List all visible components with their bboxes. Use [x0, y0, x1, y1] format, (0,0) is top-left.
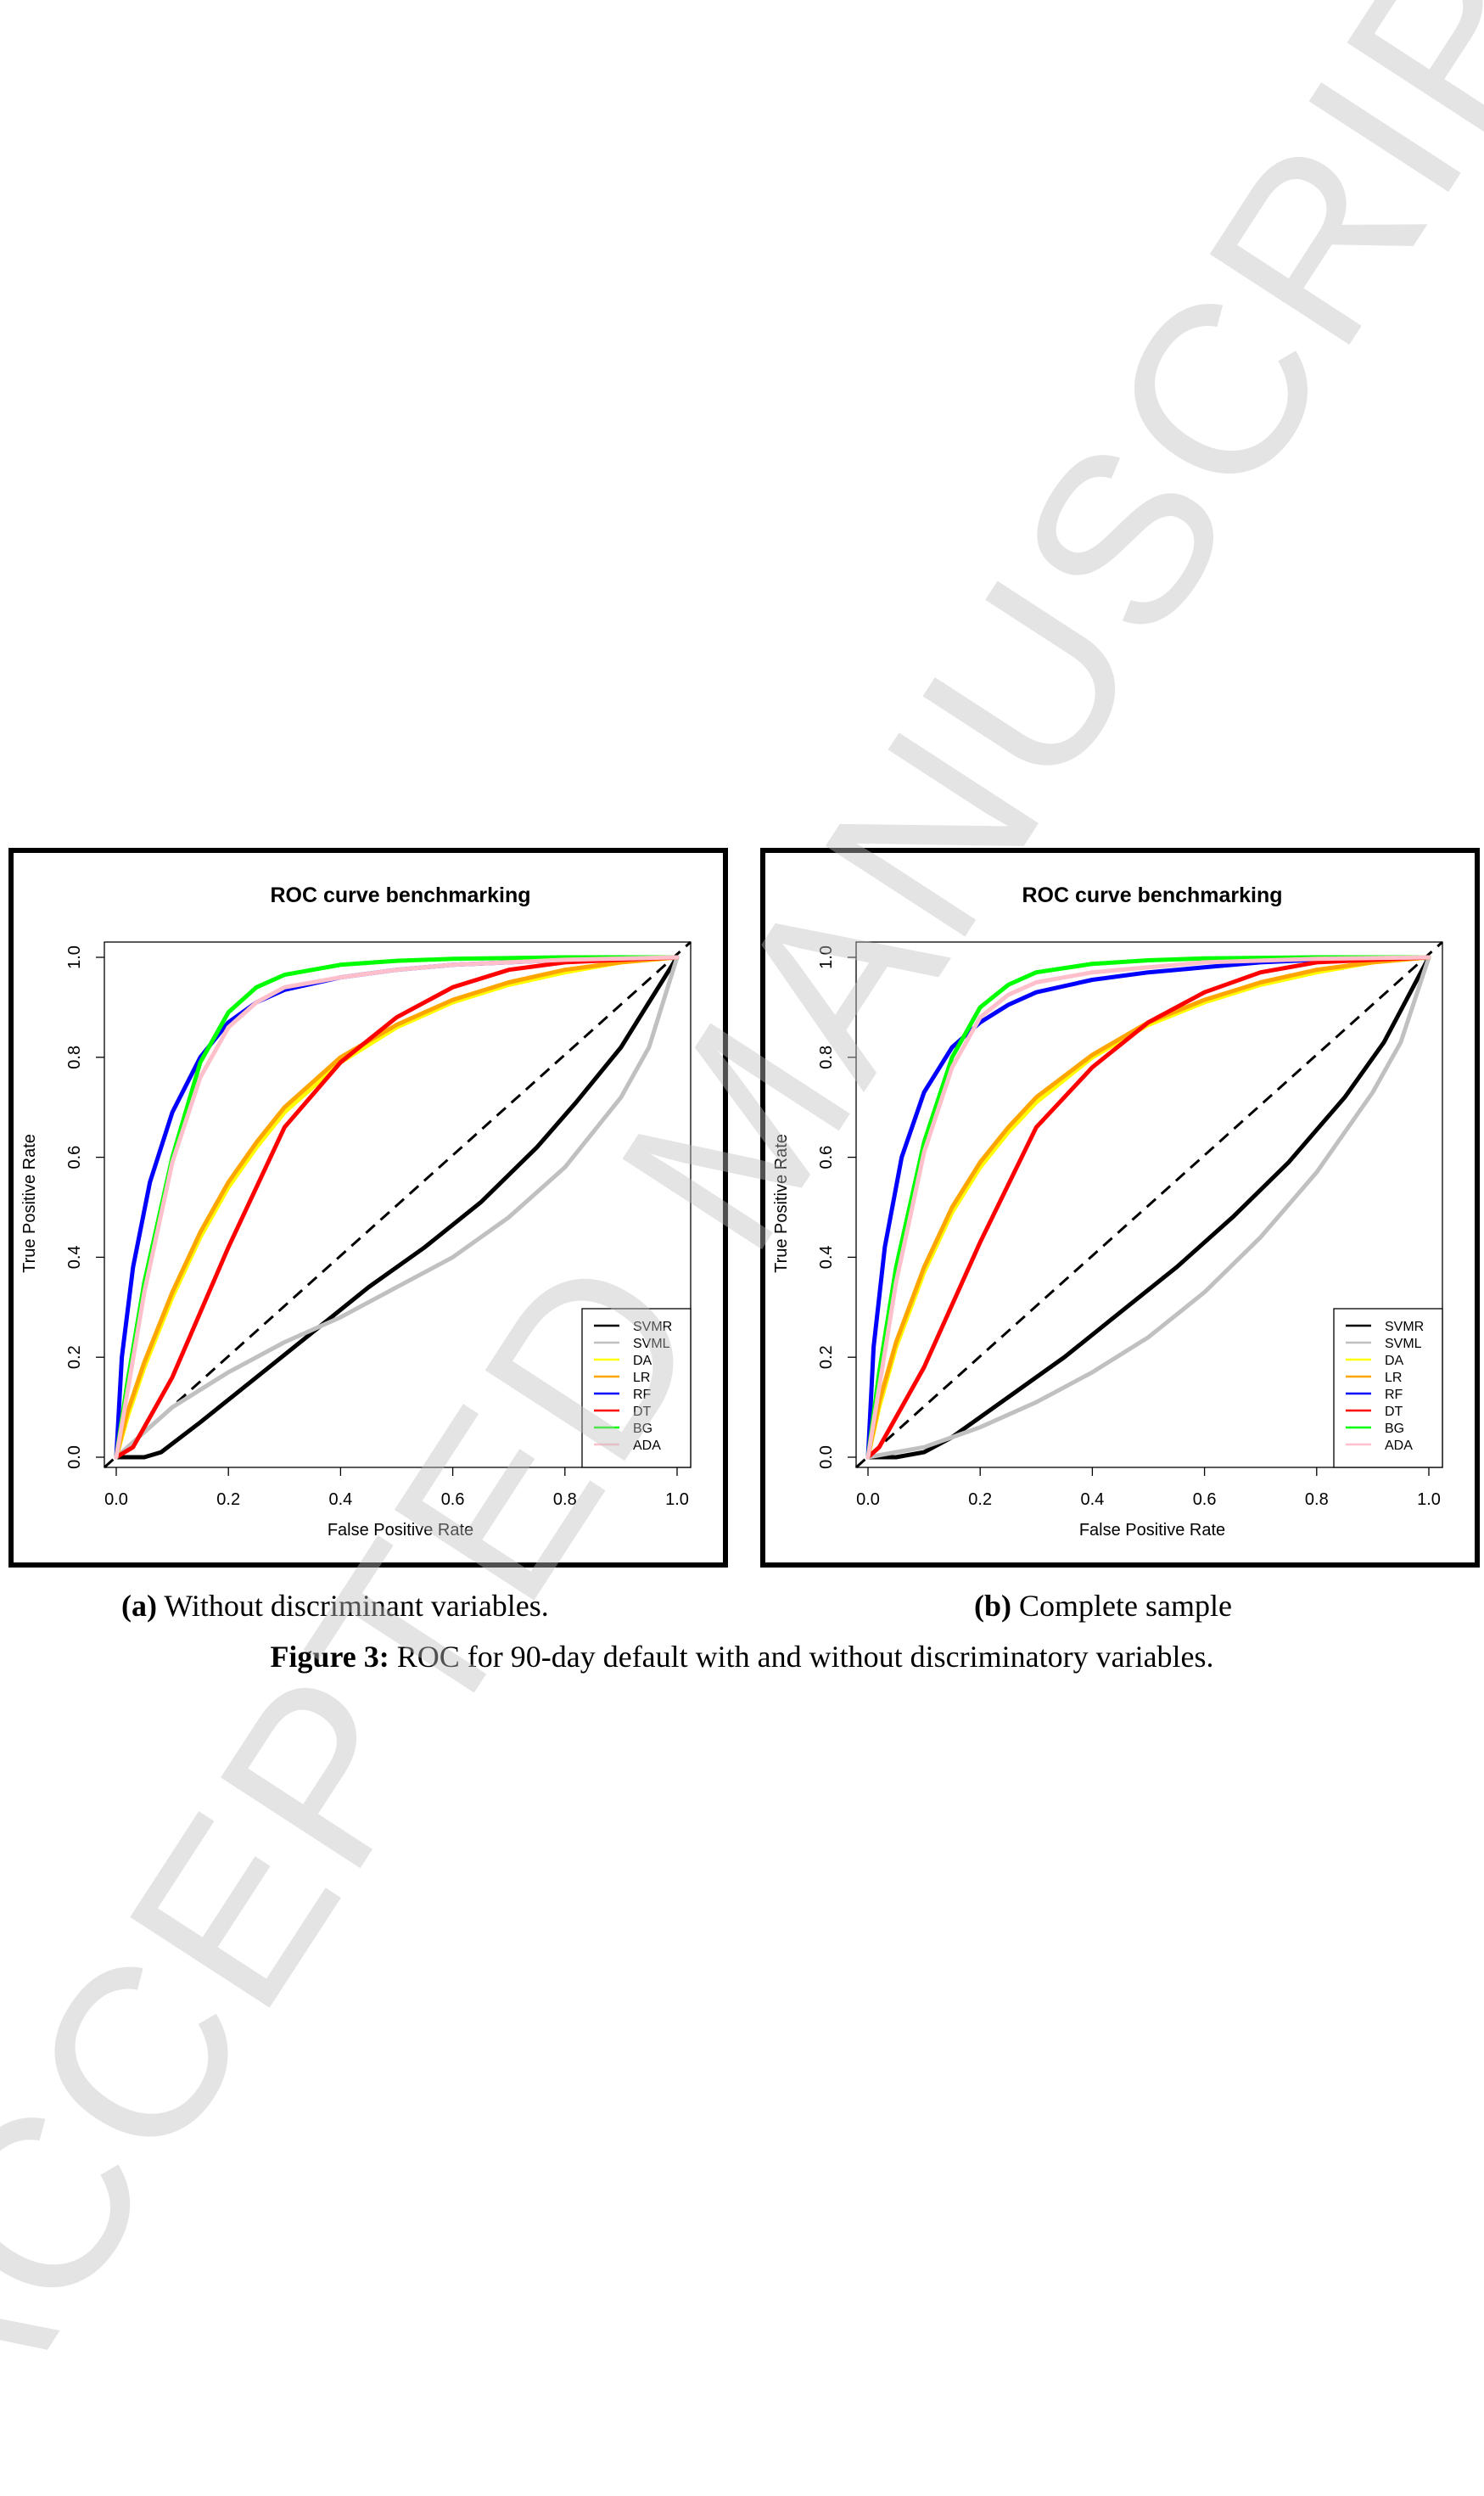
subcaption-b-label: (b)	[974, 1589, 1011, 1623]
series-line-dt	[114, 955, 680, 1460]
x-tick-label: 0.6	[1193, 1490, 1217, 1509]
figure-caption-text: ROC for 90-day default with and without …	[396, 1640, 1214, 1674]
chart-panel-a: ROC curve benchmarking 0.0 0.2 0.4 0.6 0.8 1.0…	[8, 848, 728, 1568]
chart-panel-b: ROC curve benchmarking 0.0 0.2 0.4 0.6 0.8 1.0…	[760, 848, 1480, 1568]
legend-label-svml: SVML	[633, 1337, 670, 1351]
y-tick-label: 0.2	[817, 1345, 836, 1369]
chart-title: ROC curve benchmarking	[270, 883, 530, 907]
series-line-lr	[865, 955, 1431, 1460]
y-tick-label: 1.0	[817, 945, 836, 969]
roc-chart-b: ROC curve benchmarking 0.0 0.2 0.4 0.6 0.8 1.0…	[772, 883, 1444, 1540]
series-line-rf	[865, 955, 1431, 1460]
series-line-dt	[865, 955, 1431, 1460]
series-line-svml	[114, 955, 680, 1460]
x-tick-label: 1.0	[1417, 1490, 1441, 1509]
x-tick-label: 0.4	[328, 1490, 352, 1509]
y-tick-label: 0.2	[65, 1345, 84, 1369]
roc-chart-a: ROC curve benchmarking 0.0 0.2 0.4 0.6 0.8 1.0…	[20, 883, 692, 1540]
y-tick-label: 0.8	[65, 1046, 84, 1069]
y-tick-label: 0.6	[817, 1146, 836, 1169]
y-tick-label: 1.0	[65, 945, 84, 969]
x-tick-label: 0.8	[1305, 1490, 1329, 1509]
y-tick-label: 0.8	[817, 1046, 836, 1069]
legend-label-ada: ADA	[633, 1439, 661, 1453]
y-tick-label: 0.4	[65, 1245, 84, 1269]
legend-box	[581, 1308, 692, 1468]
x-tick-label: 0.4	[1080, 1490, 1104, 1509]
x-tick-label: 0.8	[553, 1490, 577, 1509]
series-line-lr	[114, 955, 680, 1460]
x-axis-label: False Positive Rate	[328, 1521, 473, 1540]
x-axis-label: False Positive Rate	[1079, 1521, 1225, 1540]
x-tick-label: 1.0	[665, 1490, 689, 1509]
legend-label-rf: RF	[633, 1388, 652, 1402]
series-line-ada	[114, 955, 680, 1460]
series-line-ada	[865, 955, 1431, 1460]
x-tick-label: 0.6	[441, 1490, 465, 1509]
y-tick-label: 0.4	[817, 1245, 836, 1269]
legend-box	[1333, 1308, 1443, 1468]
legend-label-svmr: SVMR	[633, 1320, 672, 1334]
subcaption-a-text: Without discriminant variables.	[164, 1589, 549, 1623]
y-axis-label: True Positive Rate	[20, 1134, 39, 1273]
subcaption-b-text: Complete sample	[1019, 1589, 1232, 1623]
legend-label-bg: BG	[1385, 1422, 1404, 1436]
x-tick-label: 0.2	[968, 1490, 992, 1509]
legend-label-dt: DT	[633, 1405, 652, 1419]
plot-frame	[855, 941, 1443, 1468]
series-line-svmr	[114, 955, 680, 1460]
subcaption-a-label: (a)	[121, 1589, 157, 1623]
chart-title: ROC curve benchmarking	[1022, 883, 1282, 907]
plot-frame	[104, 941, 692, 1468]
x-tick-label: 0.2	[216, 1490, 240, 1509]
legend-label-bg: BG	[633, 1422, 652, 1436]
legend-label-da: DA	[1385, 1354, 1404, 1368]
figure-caption: Figure 3: ROC for 90-day default with an…	[0, 1639, 1484, 1674]
y-tick-label: 0.0	[817, 1445, 836, 1469]
chance-diagonal-line	[103, 940, 692, 1469]
series-line-svmr	[865, 955, 1431, 1460]
subcaption-a: (a) Without discriminant variables.	[121, 1588, 549, 1624]
y-tick-label: 0.0	[65, 1445, 84, 1469]
y-axis-label: True Positive Rate	[772, 1134, 791, 1273]
figure-caption-label: Figure 3:	[270, 1640, 389, 1674]
x-tick-label: 0.0	[104, 1490, 128, 1509]
chance-diagonal-line	[854, 940, 1444, 1469]
legend-label-lr: LR	[633, 1371, 650, 1385]
legend-label-ada: ADA	[1385, 1439, 1413, 1453]
legend-label-da: DA	[633, 1354, 652, 1368]
legend-label-lr: LR	[1385, 1371, 1402, 1385]
legend-label-svmr: SVMR	[1385, 1320, 1424, 1334]
x-tick-label: 0.0	[856, 1490, 880, 1509]
legend-label-dt: DT	[1385, 1405, 1403, 1419]
series-line-bg	[865, 955, 1431, 1460]
legend-label-rf: RF	[1385, 1388, 1403, 1402]
series-line-svml	[865, 955, 1431, 1460]
y-tick-label: 0.6	[65, 1146, 84, 1169]
legend-label-svml: SVML	[1385, 1337, 1422, 1351]
subcaption-b: (b) Complete sample	[974, 1588, 1232, 1624]
